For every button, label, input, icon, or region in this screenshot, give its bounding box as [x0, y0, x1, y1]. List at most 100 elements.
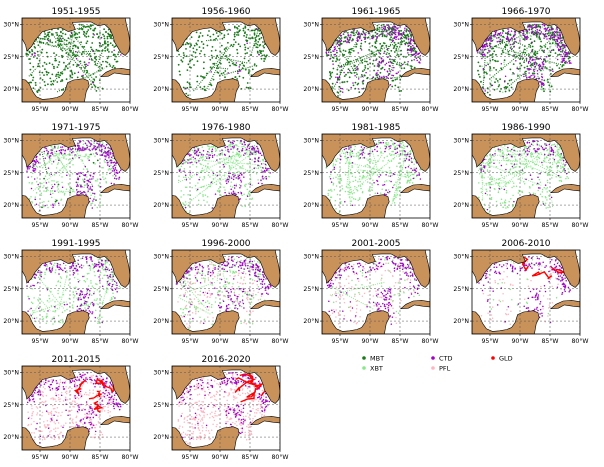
ship-track [390, 166, 402, 208]
observation-point [524, 145, 527, 148]
observation-point [83, 45, 86, 48]
observation-point [86, 40, 89, 43]
observation-point [262, 167, 264, 169]
observation-point [66, 308, 68, 311]
observation-point [41, 79, 44, 81]
lon-tick-label: 85°W [391, 221, 408, 229]
observation-point [381, 34, 384, 36]
observation-point [258, 29, 261, 32]
ship-track [178, 149, 246, 184]
observation-point [394, 195, 396, 197]
observation-point [381, 26, 383, 29]
observation-point [74, 154, 76, 156]
observation-point [345, 157, 347, 159]
observation-point [88, 141, 90, 143]
observation-point [560, 159, 562, 161]
observation-point [522, 38, 525, 41]
observation-point [93, 34, 95, 36]
observation-point [57, 145, 60, 148]
observation-point [557, 54, 559, 56]
observation-point [564, 51, 567, 54]
observation-point [367, 63, 369, 66]
observation-point [264, 170, 266, 173]
observation-point [187, 153, 190, 155]
observation-point [113, 58, 116, 61]
lon-tick-label: 85°W [241, 221, 258, 229]
observation-point [260, 36, 263, 39]
observation-point [565, 45, 567, 47]
observation-point [89, 149, 91, 152]
observation-point [237, 159, 239, 162]
observation-point [91, 42, 94, 44]
observation-point [541, 191, 544, 193]
observation-point [192, 47, 195, 50]
observation-point [539, 27, 542, 29]
observation-point [85, 42, 88, 45]
observation-point [49, 39, 52, 41]
observation-point [506, 38, 508, 41]
observation-point [525, 59, 528, 61]
observation-point [477, 69, 479, 72]
observation-point [387, 189, 390, 191]
observation-point [338, 44, 341, 47]
observation-point [375, 40, 378, 42]
observation-point [47, 155, 49, 157]
observation-point [215, 57, 217, 60]
observation-point [92, 286, 95, 289]
observation-point [369, 155, 371, 158]
observation-point [29, 68, 32, 71]
observation-point [354, 75, 356, 77]
observation-point [73, 40, 75, 43]
observation-point [548, 28, 551, 31]
observation-point [73, 33, 76, 36]
observation-point [487, 39, 489, 42]
observation-point [59, 151, 62, 154]
observation-point [407, 61, 409, 63]
observation-point [86, 146, 89, 149]
observation-point [499, 32, 502, 34]
observation-point [227, 140, 230, 142]
observation-point [368, 188, 371, 191]
observation-point [71, 157, 74, 160]
observation-point [251, 159, 253, 161]
observation-point [482, 87, 485, 89]
observation-point [371, 45, 374, 47]
observation-point [112, 175, 114, 177]
observation-point [522, 32, 524, 35]
observation-point [47, 310, 49, 312]
observation-point [92, 177, 95, 180]
observation-point [53, 264, 55, 266]
observation-point [403, 40, 405, 42]
observation-point [208, 151, 210, 154]
observation-point [512, 205, 514, 208]
observation-point [536, 150, 538, 152]
observation-point [60, 199, 62, 201]
observation-point [480, 169, 482, 172]
observation-point [541, 26, 544, 28]
observation-point [200, 40, 203, 43]
observation-point [552, 150, 554, 152]
observation-point [255, 46, 258, 49]
observation-point [83, 275, 85, 278]
ship-track [355, 60, 363, 69]
observation-point [112, 161, 115, 164]
observation-point [514, 170, 517, 173]
observation-point [418, 61, 420, 63]
observation-point [191, 149, 194, 152]
observation-point [60, 40, 63, 42]
observation-point [97, 303, 99, 306]
observation-point [406, 181, 409, 183]
observation-point [350, 191, 352, 194]
ship-track [250, 26, 260, 56]
observation-point [82, 33, 85, 35]
observation-point [223, 186, 225, 188]
observation-point [519, 67, 521, 70]
observation-point [495, 78, 498, 80]
observation-point [259, 43, 262, 46]
observation-point [371, 63, 374, 65]
observation-point [330, 54, 333, 56]
observation-point [96, 178, 99, 181]
observation-point [327, 54, 330, 56]
observation-point [377, 65, 379, 67]
observation-point [517, 178, 519, 180]
